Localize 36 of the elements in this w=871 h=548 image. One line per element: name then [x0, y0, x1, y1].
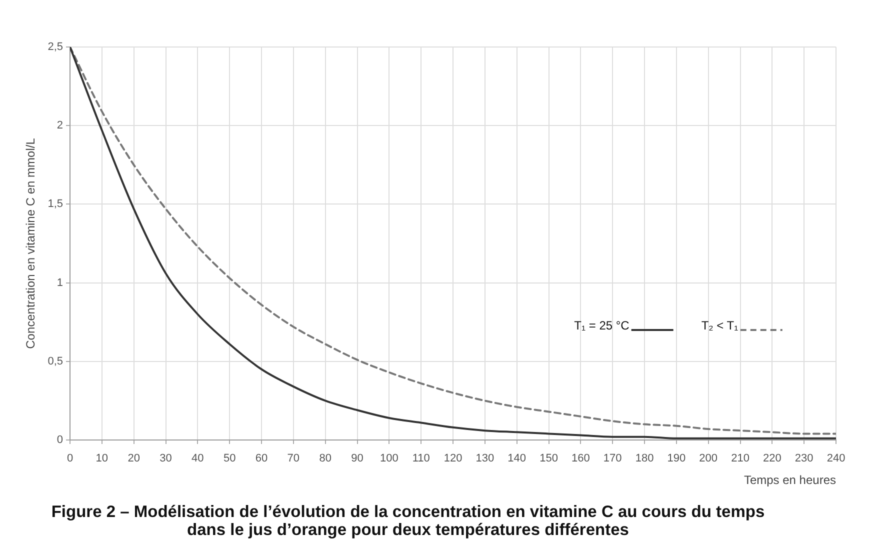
x-tick-label: 160 — [571, 452, 590, 465]
x-tick-label: 120 — [444, 452, 462, 465]
x-tick-label: 230 — [794, 452, 814, 465]
x-tick-label: 40 — [192, 452, 204, 465]
x-tick-label: 0 — [66, 452, 74, 465]
y-axis-title: Concentration en vitamine C en mmol/L — [24, 138, 38, 349]
x-tick-label: 210 — [731, 452, 750, 465]
x-tick-label: 190 — [667, 452, 686, 465]
x-tick-label: 110 — [412, 452, 430, 465]
x-tick-label: 70 — [287, 452, 300, 465]
legend-label: T₁ = 25 °C — [574, 318, 630, 332]
caption: Figure 2 – Modélisation de l’évolution de la concentration en vitamine C au cours du temps dans le jus d’orange pour deux températures différentes — [50, 503, 766, 539]
x-tick-label: 90 — [351, 452, 364, 465]
legend-label: T₂ < T₁ — [701, 318, 738, 332]
x-axis-title: Temps en heures — [744, 473, 836, 488]
y-tick-label: 1 — [56, 276, 63, 289]
y-tick-label: 1,5 — [48, 198, 63, 210]
x-tick-label: 240 — [826, 452, 846, 465]
y-tick-label: 2 — [56, 120, 63, 132]
y-tick-label: 0,5 — [48, 355, 63, 368]
x-tick-label: 20 — [128, 452, 140, 465]
x-tick-label: 10 — [96, 452, 108, 465]
x-tick-label: 50 — [223, 452, 236, 465]
x-tick-label: 80 — [319, 452, 332, 465]
x-tick-label: 140 — [508, 452, 526, 465]
x-tick-label: 130 — [476, 452, 494, 465]
x-tick-label: 100 — [380, 452, 398, 465]
y-tick-label: 2,5 — [48, 41, 63, 54]
y-tick-label: 0 — [56, 434, 63, 446]
x-tick-label: 170 — [603, 452, 622, 465]
x-tick-label: 30 — [160, 452, 172, 465]
x-tick-label: 60 — [255, 452, 268, 465]
x-tick-label: 220 — [762, 452, 782, 465]
x-tick-label: 200 — [699, 452, 718, 465]
x-tick-label: 150 — [540, 452, 558, 465]
x-tick-label: 180 — [635, 452, 654, 465]
